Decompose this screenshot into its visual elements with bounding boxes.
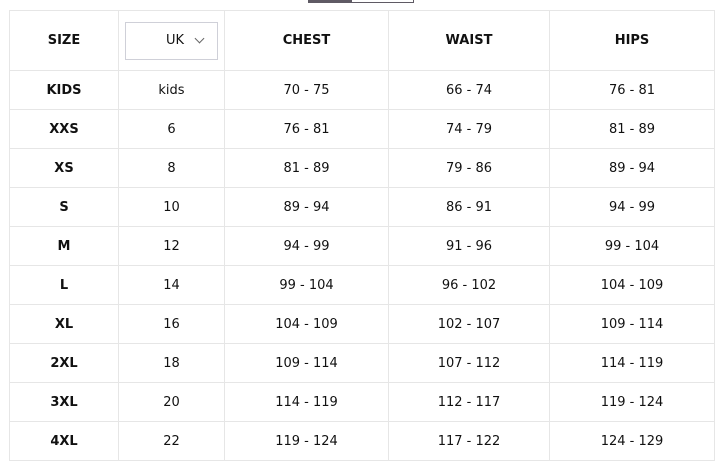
cell-waist: 86 - 91 — [388, 187, 550, 227]
cell-chest: 89 - 94 — [224, 187, 389, 227]
header-row: SIZE UK CHEST WAIST HIPS — [9, 10, 715, 71]
cell-hips: 114 - 119 — [549, 343, 715, 383]
cell-hips: 104 - 109 — [549, 265, 715, 305]
table-row: XXS 6 76 - 81 74 - 79 81 - 89 — [9, 109, 715, 149]
cell-hips: 109 - 114 — [549, 304, 715, 344]
table-row: S 10 89 - 94 86 - 91 94 - 99 — [9, 187, 715, 227]
cell-unit-size: 18 — [118, 343, 225, 383]
cell-waist: 74 - 79 — [388, 109, 550, 149]
cell-size: S — [9, 187, 119, 227]
table-row: KIDS kids 70 - 75 66 - 74 76 - 81 — [9, 70, 715, 110]
cell-size: XS — [9, 148, 119, 188]
table-row: XL 16 104 - 109 102 - 107 109 - 114 — [9, 304, 715, 344]
table-row: XS 8 81 - 89 79 - 86 89 - 94 — [9, 148, 715, 188]
cell-chest: 70 - 75 — [224, 70, 389, 110]
cell-chest: 76 - 81 — [224, 109, 389, 149]
cell-size: KIDS — [9, 70, 119, 110]
header-chest: CHEST — [224, 10, 389, 71]
cell-hips: 89 - 94 — [549, 148, 715, 188]
cell-hips: 76 - 81 — [549, 70, 715, 110]
cell-unit-size: kids — [118, 70, 225, 110]
cell-size: M — [9, 226, 119, 266]
cell-chest: 99 - 104 — [224, 265, 389, 305]
cell-hips: 94 - 99 — [549, 187, 715, 227]
cell-size: 4XL — [9, 421, 119, 461]
table-row: 3XL 20 114 - 119 112 - 117 119 - 124 — [9, 382, 715, 422]
table-row: L 14 99 - 104 96 - 102 104 - 109 — [9, 265, 715, 305]
cell-size: 3XL — [9, 382, 119, 422]
cell-waist: 79 - 86 — [388, 148, 550, 188]
cell-hips: 81 - 89 — [549, 109, 715, 149]
cell-hips: 99 - 104 — [549, 226, 715, 266]
cell-unit-size: 16 — [118, 304, 225, 344]
cell-waist: 107 - 112 — [388, 343, 550, 383]
cell-unit-size: 8 — [118, 148, 225, 188]
table-row: 2XL 18 109 - 114 107 - 112 114 - 119 — [9, 343, 715, 383]
chevron-down-icon — [194, 33, 205, 44]
cell-waist: 66 - 74 — [388, 70, 550, 110]
cell-unit-size: 20 — [118, 382, 225, 422]
cell-unit-size: 12 — [118, 226, 225, 266]
cell-unit-size: 6 — [118, 109, 225, 149]
cell-size: XL — [9, 304, 119, 344]
cell-size: 2XL — [9, 343, 119, 383]
cell-size: L — [9, 265, 119, 305]
cell-chest: 104 - 109 — [224, 304, 389, 344]
header-hips: HIPS — [549, 10, 715, 71]
cell-hips: 119 - 124 — [549, 382, 715, 422]
unit-select[interactable]: UK — [125, 21, 218, 60]
cell-waist: 102 - 107 — [388, 304, 550, 344]
tab-indicator — [308, 0, 414, 3]
cell-unit-size: 22 — [118, 421, 225, 461]
table-row: 4XL 22 119 - 124 117 - 122 124 - 129 — [9, 421, 715, 461]
cell-chest: 109 - 114 — [224, 343, 389, 383]
cell-chest: 119 - 124 — [224, 421, 389, 461]
table-row: M 12 94 - 99 91 - 96 99 - 104 — [9, 226, 715, 266]
unit-select-value: UK — [165, 33, 184, 48]
cell-unit-size: 14 — [118, 265, 225, 305]
cell-waist: 91 - 96 — [388, 226, 550, 266]
size-chart-table: SIZE UK CHEST WAIST HIPS KIDS kids 70 - 75… — [9, 10, 715, 461]
header-size: SIZE — [9, 10, 119, 71]
cell-chest: 114 - 119 — [224, 382, 389, 422]
cell-chest: 81 - 89 — [224, 148, 389, 188]
header-waist: WAIST — [388, 10, 550, 71]
cell-hips: 124 - 129 — [549, 421, 715, 461]
cell-unit-size: 10 — [118, 187, 225, 227]
cell-waist: 112 - 117 — [388, 382, 550, 422]
cell-waist: 117 - 122 — [388, 421, 550, 461]
cell-size: XXS — [9, 109, 119, 149]
cell-waist: 96 - 102 — [388, 265, 550, 305]
cell-chest: 94 - 99 — [224, 226, 389, 266]
